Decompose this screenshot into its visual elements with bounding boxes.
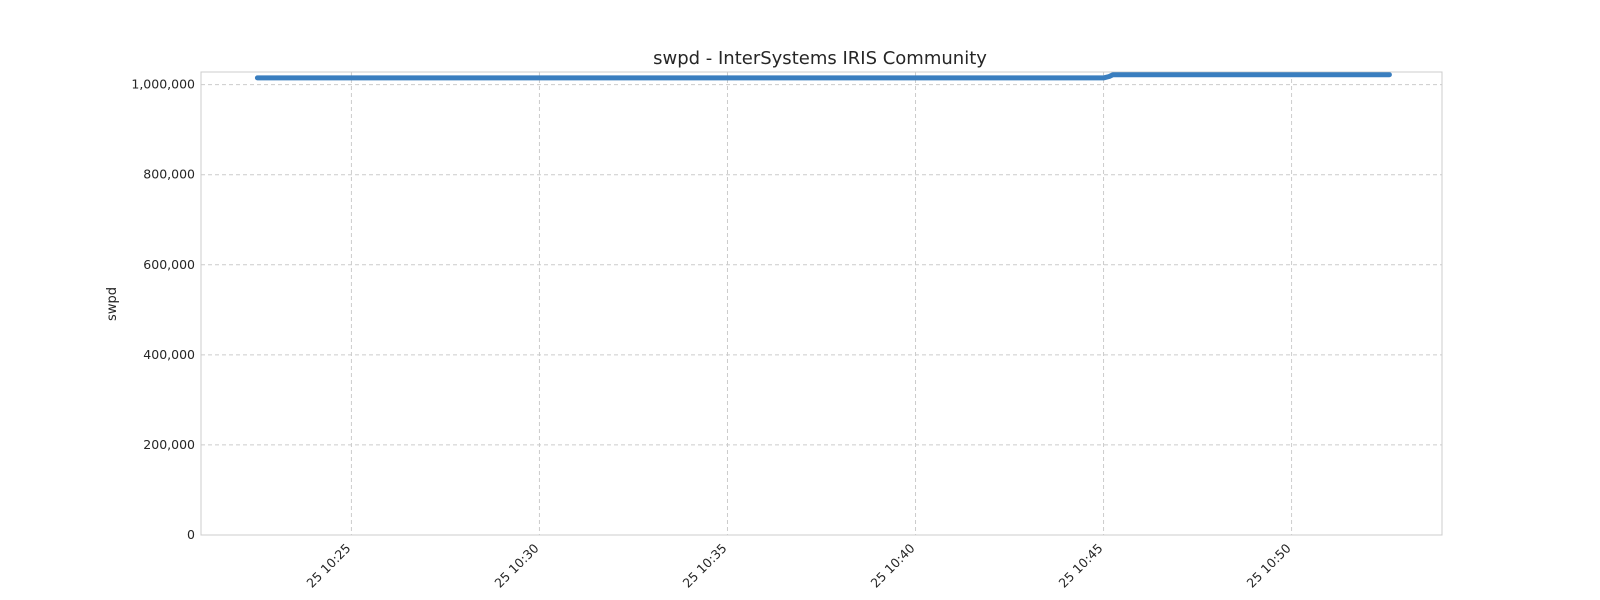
chart-title: swpd - InterSystems IRIS Community [653, 48, 987, 69]
x-tick-label: 25 10:40 [867, 540, 917, 590]
x-tick-label: 25 10:45 [1056, 541, 1106, 591]
y-tick-label: 800,000 [143, 167, 195, 182]
series-layer [254, 72, 1392, 81]
y-tick-label: 600,000 [143, 257, 195, 272]
y-tick-label: 400,000 [143, 347, 195, 362]
x-tick-label: 25 10:50 [1244, 540, 1294, 590]
x-tick-label: 25 10:30 [491, 540, 541, 590]
x-tick-label: 25 10:25 [303, 541, 353, 591]
x-axis-ticks: 25 10:25 25 10:30 25 10:35 25 10:40 25 10:45… [303, 540, 1293, 590]
series-line-swpd [254, 72, 1392, 81]
y-tick-label: 0 [187, 527, 195, 542]
y-tick-label: 1,000,000 [131, 77, 195, 92]
y-tick-label: 200,000 [143, 437, 195, 452]
y-axis-ticks: 0 200,000 400,000 600,000 800,000 1,000,000 [131, 77, 195, 542]
y-axis-label: swpd [105, 287, 120, 321]
plot-frame [200, 71, 1443, 536]
grid-lines [201, 72, 1442, 535]
x-tick-label: 25 10:35 [679, 541, 729, 591]
